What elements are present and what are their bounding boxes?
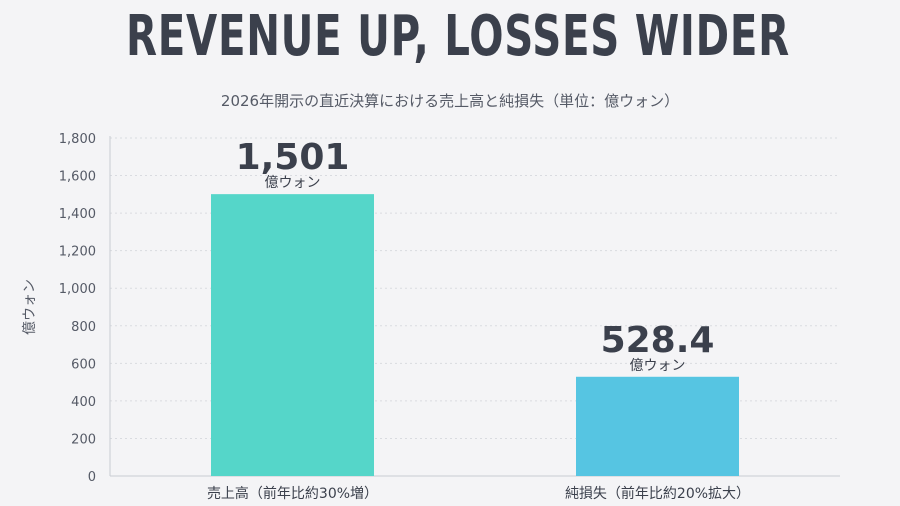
data-unit-label: 億ウォン (265, 175, 321, 191)
y-tick-label: 1,800 (59, 132, 96, 147)
chart-subtitle: 2026年開示の直近決算における売上高と純損失（単位：億ウォン） (220, 92, 680, 110)
y-tick-label: 1,600 (59, 170, 96, 185)
y-tick-label: 800 (71, 320, 96, 335)
y-axis-label: 億ウォン (22, 279, 38, 335)
data-value-label: 528.4 (601, 320, 715, 361)
bar (211, 194, 374, 476)
data-unit-label: 億ウォン (630, 358, 686, 374)
y-tick-label: 600 (71, 357, 96, 372)
y-tick-label: 1,200 (59, 245, 96, 260)
bar (576, 376, 739, 476)
x-tick-label: 純損失（前年比約20%拡大） (565, 485, 750, 502)
y-tick-label: 0 (88, 470, 96, 485)
y-tick-label: 200 (71, 432, 96, 447)
data-value-label: 1,501 (236, 137, 350, 178)
y-tick-label: 1,400 (59, 207, 96, 222)
y-tick-label: 400 (71, 395, 96, 410)
y-tick-label: 1,000 (59, 282, 96, 297)
chart-title: REVENUE UP, LOSSES WIDER (126, 4, 790, 69)
x-tick-label: 売上高（前年比約30%増） (207, 485, 378, 502)
